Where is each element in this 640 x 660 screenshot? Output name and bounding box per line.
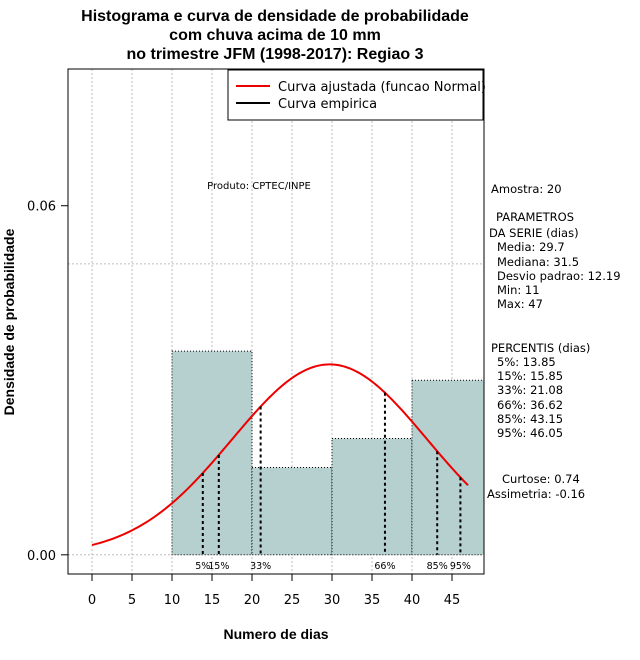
y-axis-title: Densidade de probabilidade bbox=[1, 228, 17, 415]
percentile-label: 33% bbox=[250, 561, 271, 572]
legend: Curva ajustada (funcao Normal) Curva emp… bbox=[227, 69, 486, 121]
histogram-bars bbox=[171, 350, 485, 556]
stat-sample-size: Amostra: 20 bbox=[491, 182, 562, 196]
histogram-bar bbox=[411, 379, 485, 556]
chart-title-line-1: Histograma e curva de densidade de proba… bbox=[81, 8, 469, 25]
stats-panel: Amostra: 20 PARAMETROS DA SERIE (dias) M… bbox=[487, 182, 621, 501]
x-tick-label: 30 bbox=[324, 593, 341, 608]
x-tick-label: 45 bbox=[444, 593, 461, 608]
percentile-label: 95% bbox=[450, 561, 471, 572]
histogram-bar bbox=[331, 437, 413, 556]
stat-p33: 33%: 21.08 bbox=[497, 383, 563, 397]
percentile-label: 66% bbox=[374, 561, 395, 572]
stat-p85: 85%: 43.15 bbox=[497, 412, 563, 426]
y-axis: 0.00 0.06 bbox=[27, 200, 69, 564]
stat-params-subheader: DA SERIE (dias) bbox=[489, 226, 579, 240]
histogram-bar bbox=[251, 467, 333, 556]
normal-curve bbox=[91, 363, 469, 546]
x-tick-label: 5 bbox=[128, 593, 136, 608]
chart-title-line-3: no trimestre JFM (1998-2017): Regiao 3 bbox=[127, 46, 424, 63]
x-tick-label: 25 bbox=[284, 593, 301, 608]
histogram-bar bbox=[171, 350, 253, 556]
product-credit: Produto: CPTEC/INPE bbox=[207, 181, 311, 192]
stat-p5: 5%: 13.85 bbox=[497, 355, 556, 369]
x-tick-label: 15 bbox=[204, 593, 221, 608]
x-tick-label: 35 bbox=[364, 593, 381, 608]
legend-label-normal: Curva ajustada (funcao Normal) bbox=[278, 80, 486, 95]
x-tick-label: 40 bbox=[404, 593, 421, 608]
stat-skewness: Assimetria: -0.16 bbox=[487, 487, 585, 501]
stat-params-header: PARAMETROS bbox=[496, 210, 574, 224]
normal-curve-layer bbox=[91, 363, 469, 546]
x-tick-label: 10 bbox=[164, 593, 181, 608]
stat-std-dev: Desvio padrao: 12.19 bbox=[497, 269, 621, 283]
stat-p66: 66%: 36.62 bbox=[497, 398, 563, 412]
x-tick-label: 20 bbox=[244, 593, 261, 608]
y-tick-label: 0.00 bbox=[27, 549, 56, 564]
stat-max: Max: 47 bbox=[497, 297, 543, 311]
stat-p95: 95%: 46.05 bbox=[497, 426, 563, 440]
percentile-lines: 5%15% 33% 66% 85% 95% bbox=[195, 392, 471, 572]
y-tick-label: 0.06 bbox=[27, 200, 56, 215]
legend-label-empirical: Curva empirica bbox=[278, 97, 377, 112]
percentile-label: 15% bbox=[208, 561, 229, 572]
stat-min: Min: 11 bbox=[497, 283, 540, 297]
stat-kurtosis: Curtose: 0.74 bbox=[502, 472, 580, 486]
percentile-label: 85% bbox=[427, 561, 448, 572]
stat-mean: Media: 29.7 bbox=[497, 240, 565, 254]
percentile-label: 5% bbox=[195, 561, 210, 572]
stat-p15: 15%: 15.85 bbox=[497, 369, 563, 383]
x-tick-label: 0 bbox=[88, 593, 96, 608]
stat-median: Mediana: 31.5 bbox=[497, 255, 579, 269]
stat-percentiles-header: PERCENTIS (dias) bbox=[491, 341, 590, 355]
x-axis: 0 5 10 15 20 25 30 35 40 45 bbox=[88, 573, 461, 608]
chart-title-line-2: com chuva acima de 10 mm bbox=[169, 27, 381, 44]
x-axis-title: Numero de dias bbox=[223, 626, 328, 642]
legend-box bbox=[227, 69, 484, 121]
